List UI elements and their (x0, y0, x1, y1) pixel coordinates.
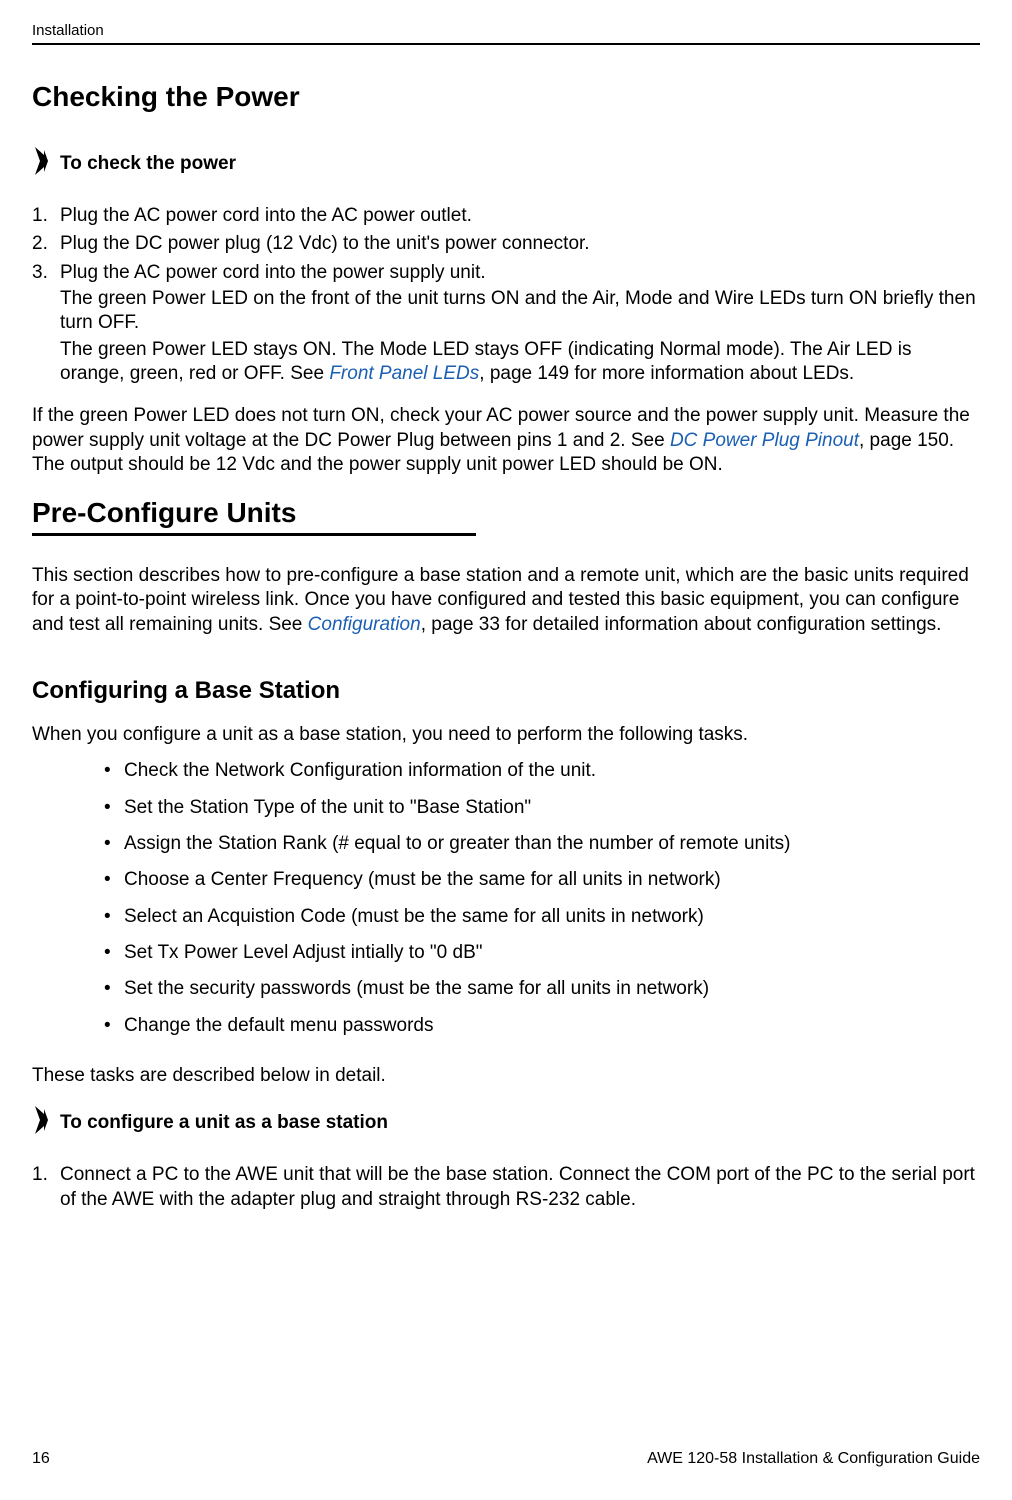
footer-guide-title: AWE 120-58 Installation & Configuration … (647, 1450, 980, 1468)
bullet-item: Change the default menu passwords (32, 1014, 980, 1038)
power-step-3-sub2-post: , page 149 for more information about LE… (479, 363, 854, 384)
link-configuration[interactable]: Configuration (308, 614, 421, 635)
bullet-item: Choose a Center Frequency (must be the s… (32, 868, 980, 892)
power-step-3-sub1: The green Power LED on the front of the … (60, 287, 980, 336)
base-station-intro: When you configure a unit as a base stat… (32, 723, 980, 747)
heading-base-station: Configuring a Base Station (32, 677, 980, 705)
bullet-item: Select an Acquistion Code (must be the s… (32, 905, 980, 929)
preconfigure-intro: This section describes how to pre-config… (32, 564, 980, 637)
procedure-arrow-icon (32, 147, 48, 180)
bullet-item: Set Tx Power Level Adjust intially to "0… (32, 941, 980, 965)
bullet-item: Set the Station Type of the unit to "Bas… (32, 796, 980, 820)
procedure-title-power: To check the power (60, 153, 236, 175)
footer-page-number: 16 (32, 1450, 50, 1468)
base-station-outro: These tasks are described below in detai… (32, 1064, 980, 1088)
base-step-1: Connect a PC to the AWE unit that will b… (32, 1163, 980, 1212)
base-steps-list: Connect a PC to the AWE unit that will b… (32, 1163, 980, 1216)
spacer (32, 651, 980, 677)
footer: 16 AWE 120-58 Installation & Configurati… (32, 1450, 980, 1472)
link-dc-power-plug-pinout[interactable]: DC Power Plug Pinout (670, 430, 859, 451)
power-step-1: Plug the AC power cord into the AC power… (32, 204, 980, 228)
power-step-3-main: Plug the AC power cord into the power su… (60, 262, 486, 283)
procedure-heading-power: To check the power (32, 147, 980, 180)
power-step-2: Plug the DC power plug (12 Vdc) to the u… (32, 232, 980, 256)
procedure-arrow-icon (32, 1106, 48, 1139)
power-step-3: Plug the AC power cord into the power su… (32, 261, 980, 387)
procedure-title-base: To configure a unit as a base station (60, 1112, 388, 1134)
power-step-3-sub2: The green Power LED stays ON. The Mode L… (60, 338, 980, 387)
link-front-panel-leds[interactable]: Front Panel LEDs (329, 363, 479, 384)
header-rule: Installation (32, 22, 980, 45)
bullet-item: Assign the Station Rank (# equal to or g… (32, 832, 980, 856)
page: Installation Checking the Power To check… (0, 0, 1012, 1500)
power-post-paragraph: If the green Power LED does not turn ON,… (32, 404, 980, 477)
base-station-bullets: Check the Network Configuration informat… (32, 759, 980, 1050)
header-chapter: Installation (32, 22, 980, 39)
heading-checking-power: Checking the Power (32, 81, 980, 113)
power-steps-list: Plug the AC power cord into the AC power… (32, 204, 980, 390)
bullet-item: Set the security passwords (must be the … (32, 977, 980, 1001)
heading-preconfigure-wrap: Pre-Configure Units (32, 497, 980, 564)
preconfigure-intro-post: , page 33 for detailed information about… (421, 614, 942, 635)
procedure-heading-base: To configure a unit as a base station (32, 1106, 980, 1139)
heading-preconfigure: Pre-Configure Units (32, 497, 476, 536)
bullet-item: Check the Network Configuration informat… (32, 759, 980, 783)
